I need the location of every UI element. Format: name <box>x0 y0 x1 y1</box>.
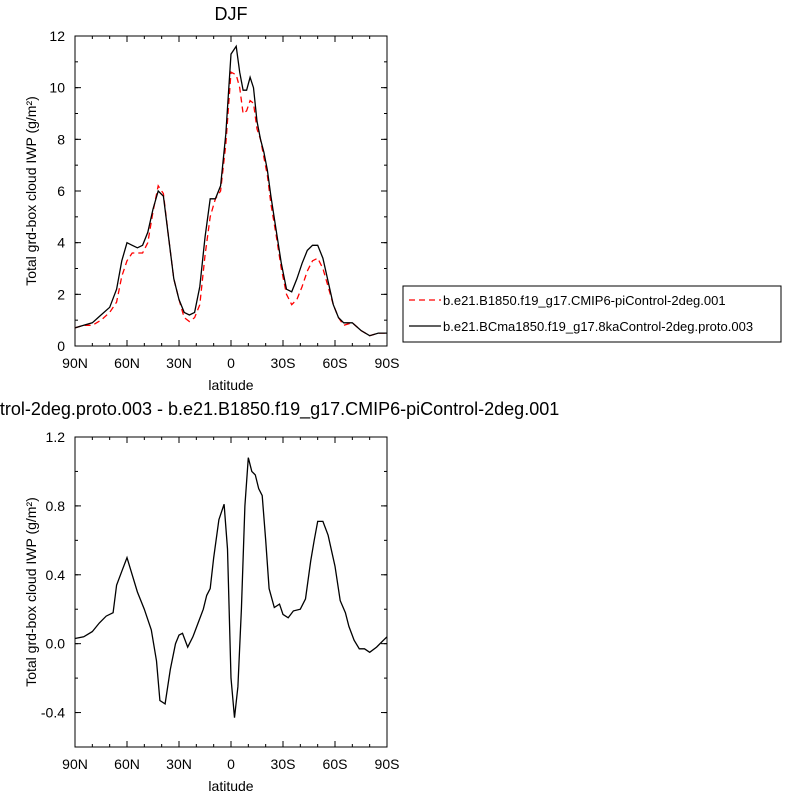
legend: b.e21.B1850.f19_g17.CMIP6-piControl-2deg… <box>402 285 782 343</box>
x-tick-label: 0 <box>227 355 235 371</box>
x-tick-label: 60S <box>323 355 348 371</box>
y-tick-label: 0.0 <box>46 636 66 652</box>
x-tick-label: 60N <box>114 756 140 772</box>
x-axis-label: latitude <box>208 778 253 794</box>
y-tick-label: 0.4 <box>46 567 66 583</box>
legend-box <box>402 285 782 343</box>
x-tick-label: 90S <box>375 756 400 772</box>
plot-frame <box>74 35 388 347</box>
x-tick-label: 90N <box>62 355 88 371</box>
series-line-1 <box>74 71 387 337</box>
y-axis-label: Total grd-box cloud IWP (g/m²) <box>23 497 39 687</box>
y-tick-label: 2 <box>57 286 65 302</box>
chart-title: g17.8kaControl-2deg.proto.003 - b.e21.B1… <box>0 399 559 420</box>
y-tick-label: 1.2 <box>46 429 66 445</box>
y-tick-label: -0.4 <box>41 705 65 721</box>
x-tick-label: 30S <box>271 355 296 371</box>
legend-label-1: b.e21.B1850.f19_g17.CMIP6-piControl-2deg… <box>443 293 726 308</box>
x-tick-label: 30N <box>166 756 192 772</box>
x-tick-label: 30N <box>166 355 192 371</box>
y-tick-label: 0 <box>57 338 65 354</box>
x-tick-label: 0 <box>227 756 235 772</box>
y-axis-label: Total grd-box cloud IWP (g/m²) <box>23 96 39 286</box>
y-tick-label: 12 <box>49 28 65 44</box>
series-line-2 <box>74 44 387 337</box>
plot-frame <box>74 436 388 748</box>
chart-panel-1: DJF 90N 60N 30N 0 30S 60S 90S 0 2 4 6 8 10 12 latitude T… <box>23 4 782 393</box>
legend-label-2: b.e21.BCma1850.f19_g17.8kaControl-2deg.p… <box>443 319 753 334</box>
y-tick-label: 10 <box>49 80 65 96</box>
series-line-1 <box>74 457 388 718</box>
x-tick-label: 90S <box>375 355 400 371</box>
chart-title: DJF <box>215 4 248 24</box>
x-tick-label: 60N <box>114 355 140 371</box>
x-tick-label: 90N <box>62 756 88 772</box>
x-axis-label: latitude <box>208 377 253 393</box>
chart-panel-2: g17.8kaControl-2deg.proto.003 - b.e21.B1… <box>0 399 559 794</box>
y-tick-label: 6 <box>57 183 65 199</box>
y-tick-label: 8 <box>57 131 65 147</box>
y-tick-label: 4 <box>57 235 65 251</box>
x-tick-label: 60S <box>323 756 348 772</box>
y-tick-label: 0.8 <box>46 498 66 514</box>
x-tick-label: 30S <box>271 756 296 772</box>
